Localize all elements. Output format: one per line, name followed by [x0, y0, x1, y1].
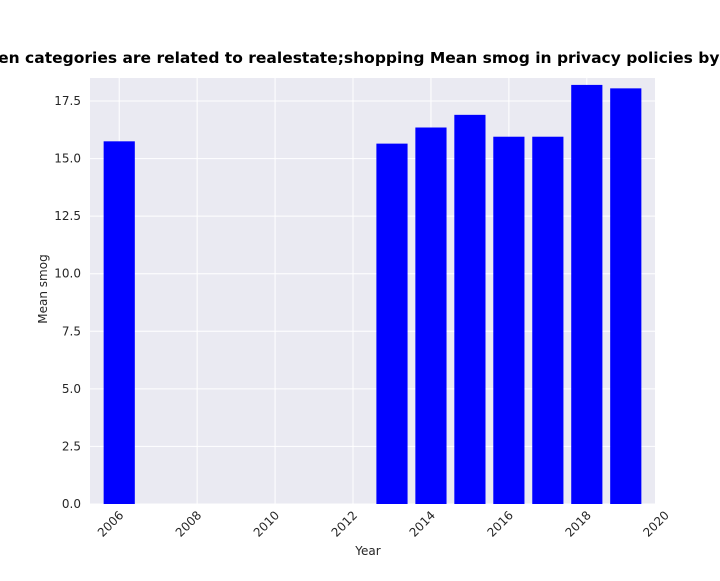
bar-2006 [103, 141, 135, 504]
plot-area [90, 78, 655, 504]
y-tick-label: 10.0 [54, 267, 81, 281]
y-tick-label: 17.5 [54, 94, 81, 108]
y-tick-label: 15.0 [54, 152, 81, 166]
y-tick-label: 2.5 [62, 439, 81, 453]
x-tick-label: 2008 [173, 508, 204, 539]
x-tick-labels: 2006 2008 2010 2012 2014 2016 2018 2020 [95, 508, 672, 539]
bar-2017 [532, 136, 564, 504]
x-axis-label: Year [354, 544, 380, 558]
x-tick-label: 2012 [329, 508, 360, 539]
x-tick-label: 2010 [251, 508, 282, 539]
y-axis-label: Mean smog [36, 254, 50, 323]
bar-2019 [610, 88, 642, 505]
x-tick-label: 2018 [562, 508, 593, 539]
x-tick-label: 2006 [95, 508, 126, 539]
x-tick-label: 2016 [485, 508, 516, 539]
y-tick-label: 0.0 [62, 497, 81, 511]
bar-2013 [376, 143, 408, 505]
y-tick-labels: 0.0 2.5 5.0 7.5 10.0 12.5 15.0 17.5 [54, 94, 81, 511]
y-tick-label: 5.0 [62, 382, 81, 396]
x-tick-label: 2014 [407, 508, 438, 539]
bar-2015 [454, 114, 486, 504]
y-tick-label: 12.5 [54, 209, 81, 223]
bar-2014 [415, 127, 447, 504]
x-tick-label: 2020 [640, 508, 671, 539]
chart-title: when categories are related to realestat… [0, 49, 720, 67]
bar-2016 [493, 136, 525, 504]
bars [103, 84, 642, 505]
y-tick-label: 7.5 [62, 324, 81, 338]
bar-2018 [571, 84, 603, 504]
